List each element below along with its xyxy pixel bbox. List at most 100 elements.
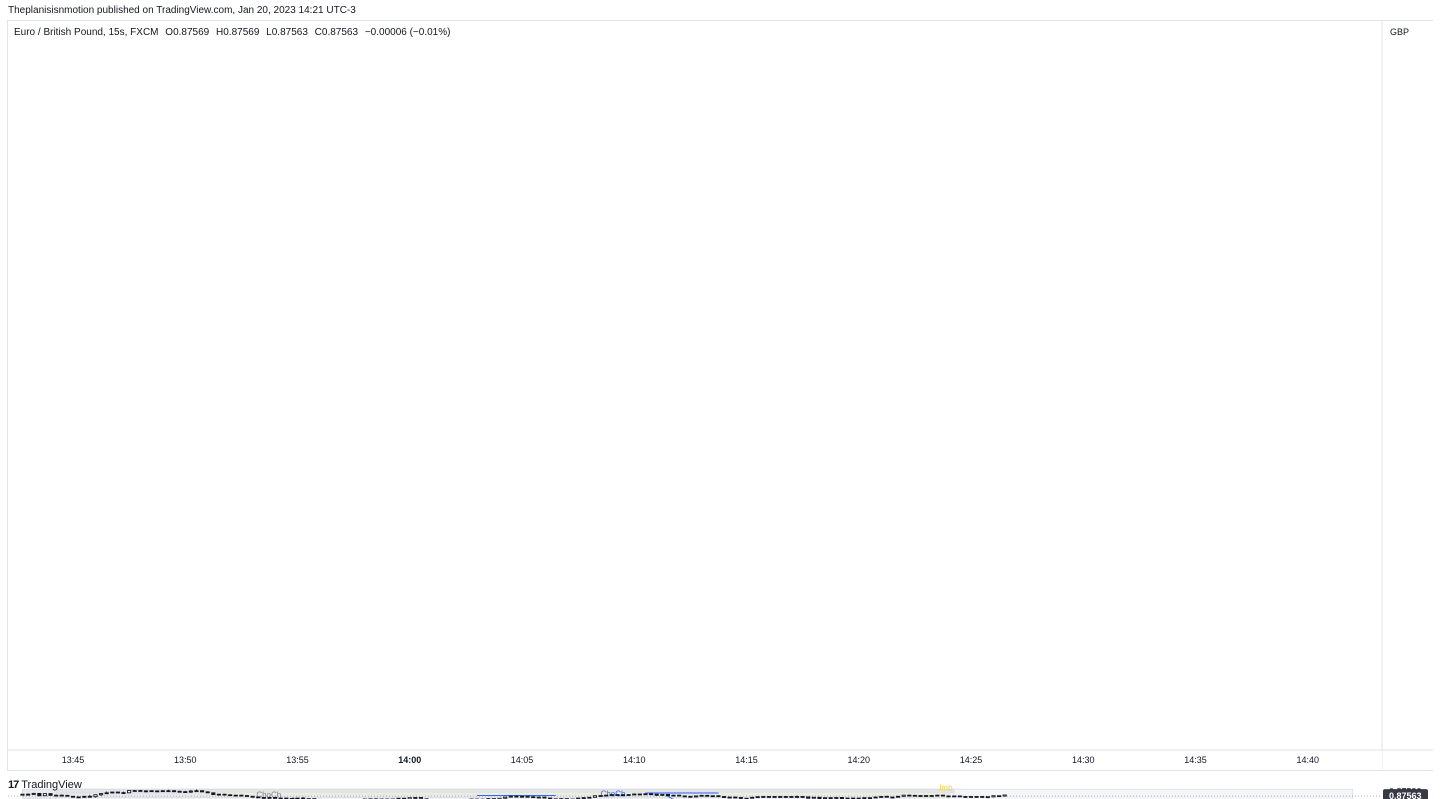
candle-body[interactable] [598, 795, 603, 797]
candle-body[interactable] [121, 792, 126, 794]
candle-body[interactable] [155, 790, 160, 793]
candle-body[interactable] [115, 791, 120, 794]
candle-body[interactable] [722, 796, 727, 798]
candle-body[interactable] [256, 796, 261, 799]
candle-body[interactable] [183, 791, 188, 794]
footer-brand[interactable]: TradingView [21, 779, 82, 791]
candle-body[interactable] [216, 793, 221, 796]
candle-body[interactable] [716, 795, 721, 798]
candle-body[interactable] [508, 795, 513, 798]
candle-body[interactable] [418, 797, 424, 799]
candle-body[interactable] [671, 794, 676, 797]
candle-body[interactable] [693, 795, 699, 798]
candle-body[interactable] [991, 795, 996, 798]
candle-body[interactable] [794, 796, 800, 798]
candle-body[interactable] [233, 794, 238, 797]
candle-body[interactable] [834, 797, 839, 799]
candle-body[interactable] [755, 796, 760, 799]
candle-body[interactable] [688, 795, 693, 798]
candle-body[interactable] [177, 790, 182, 793]
candle-body[interactable] [873, 796, 878, 799]
candle-body[interactable] [997, 795, 1002, 798]
candle-body[interactable] [963, 796, 968, 798]
candle-body[interactable] [985, 796, 990, 799]
candle-body[interactable] [800, 796, 805, 798]
candle-body[interactable] [929, 795, 934, 797]
candle-body[interactable] [867, 797, 873, 799]
candle-body[interactable] [587, 796, 592, 799]
candle-body[interactable] [211, 792, 216, 796]
candle-body[interactable] [76, 796, 81, 799]
candle-body[interactable] [592, 795, 598, 798]
candle-body[interactable] [26, 793, 31, 796]
candle-body[interactable] [935, 794, 940, 797]
candle-body[interactable] [615, 794, 620, 796]
candle-body[interactable] [907, 794, 912, 797]
candle-body[interactable] [733, 796, 738, 799]
candle-body[interactable] [957, 795, 962, 798]
candle-body[interactable] [514, 795, 519, 798]
candle-body[interactable] [705, 794, 710, 797]
candle-body[interactable] [901, 794, 906, 797]
candle-body[interactable] [149, 790, 154, 793]
candle-body[interactable] [48, 793, 53, 796]
candle-body[interactable] [660, 793, 665, 796]
candle-body[interactable] [643, 793, 648, 796]
candle-body[interactable] [171, 790, 177, 793]
candle-body[interactable] [609, 794, 614, 796]
candle-body[interactable] [200, 790, 205, 793]
candle-body[interactable] [228, 794, 233, 797]
candle-body[interactable] [738, 797, 743, 799]
candle-body[interactable] [806, 796, 811, 799]
candle-body[interactable] [59, 794, 64, 797]
candle-body[interactable] [138, 790, 143, 792]
candle-body[interactable] [525, 795, 530, 798]
candle-body[interactable] [205, 791, 210, 794]
candle-body[interactable] [143, 790, 149, 793]
candle-body[interactable] [980, 796, 985, 798]
candle-body[interactable] [620, 794, 626, 797]
candle-body[interactable] [20, 793, 25, 796]
candle-body[interactable] [407, 797, 412, 799]
time-axis[interactable] [8, 750, 1382, 770]
candle-body[interactable] [918, 795, 923, 797]
candle-body[interactable] [789, 796, 794, 798]
candle-body[interactable] [884, 795, 889, 798]
candle-body[interactable] [924, 795, 929, 797]
candle-body[interactable] [194, 790, 199, 793]
candle-body[interactable] [952, 795, 957, 798]
candle-body[interactable] [267, 797, 272, 799]
candle-body[interactable] [37, 792, 42, 797]
candle-body[interactable] [772, 796, 777, 798]
candle-body[interactable] [649, 793, 654, 796]
candle-body[interactable] [132, 790, 137, 792]
candle-body[interactable] [244, 795, 250, 797]
candle-body[interactable] [519, 795, 525, 798]
candle-body[interactable] [632, 793, 637, 796]
candle-body[interactable] [974, 796, 979, 798]
candle-body[interactable] [626, 794, 631, 796]
candle-body[interactable] [604, 794, 609, 797]
candle-body[interactable] [750, 796, 755, 799]
candle-body[interactable] [895, 795, 901, 798]
candle-body[interactable] [413, 797, 418, 799]
candle-body[interactable] [946, 795, 951, 798]
candle-body[interactable] [890, 796, 895, 799]
candle-body[interactable] [778, 796, 783, 798]
candle-body[interactable] [536, 796, 541, 799]
candle-body[interactable] [654, 793, 659, 796]
candle-body[interactable] [261, 797, 266, 799]
candle-body[interactable] [542, 796, 547, 799]
candle-body[interactable] [65, 794, 70, 797]
candle-body[interactable] [968, 796, 974, 798]
candle-body[interactable] [188, 790, 193, 793]
candle-body[interactable] [250, 795, 255, 798]
candle-body[interactable] [682, 795, 687, 798]
candle-body[interactable] [879, 796, 884, 798]
candle-body[interactable] [82, 795, 87, 798]
candle-body[interactable] [104, 792, 109, 795]
candle-body[interactable] [811, 796, 816, 799]
candle-body[interactable] [222, 793, 227, 796]
candle-body[interactable] [531, 796, 536, 799]
